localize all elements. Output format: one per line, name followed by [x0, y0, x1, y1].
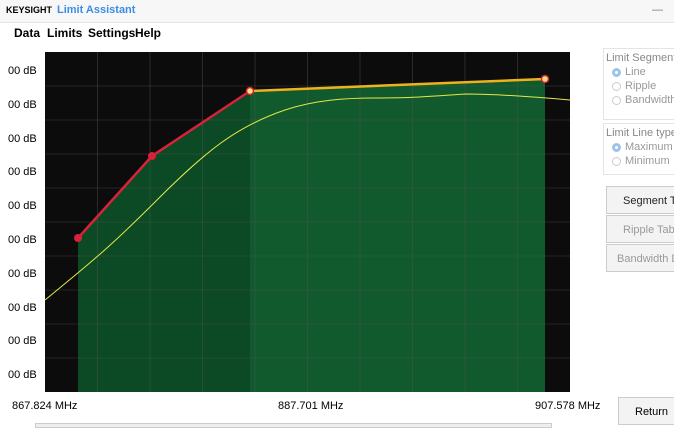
limit-point[interactable]	[245, 86, 255, 96]
menu-item[interactable]: Data	[14, 26, 41, 40]
radio-option[interactable]: Maximum	[612, 141, 673, 153]
return-button[interactable]: Return	[618, 397, 674, 425]
button[interactable]: Segment Ta	[606, 186, 674, 214]
radio-option[interactable]: Minimum	[612, 155, 670, 167]
limit-fill	[78, 91, 250, 392]
x-label: 887.701 MHz	[278, 400, 344, 412]
limit-point[interactable]	[540, 74, 550, 84]
limit-point[interactable]	[74, 234, 82, 242]
button[interactable]: Ripple Tabl	[606, 215, 674, 243]
menu-item[interactable]: Settings	[88, 26, 136, 40]
radio-option[interactable]: Line	[612, 66, 646, 78]
app-title: Limit Assistant	[57, 4, 136, 16]
group-box	[603, 48, 674, 120]
option-label: Ripple	[625, 80, 657, 92]
radio-option[interactable]: Bandwidth	[612, 94, 674, 106]
radio-option[interactable]: Ripple	[612, 80, 656, 92]
y-label: 00 dB	[8, 200, 37, 213]
x-label: 867.824 MHz	[12, 400, 78, 412]
option-label: Maximum	[625, 141, 673, 153]
y-label: 00 dB	[8, 132, 37, 145]
minimize-button[interactable]: —	[652, 4, 663, 16]
limit-point[interactable]	[148, 152, 156, 160]
y-label: 00 dB	[8, 98, 37, 111]
group-label: Limit Segment	[606, 52, 674, 64]
brand: KEYSIGHT	[6, 5, 53, 15]
title-bar	[0, 0, 674, 23]
option-label: Minimum	[625, 155, 670, 167]
grid	[45, 52, 570, 392]
y-label: 00 dB	[8, 335, 37, 348]
limit-fill	[250, 79, 545, 392]
scrollbar[interactable]	[35, 423, 552, 428]
y-label: 00 dB	[8, 234, 37, 246]
y-label: 00 dB	[8, 267, 37, 280]
y-label: 00 dB	[8, 65, 37, 77]
y-label: 00 dB	[8, 301, 37, 314]
y-label: 00 dB	[8, 369, 37, 382]
limit-segment	[249, 77, 546, 93]
trace	[45, 93, 570, 301]
menu-item[interactable]: Limits	[47, 26, 83, 40]
menu-item[interactable]: Help	[135, 26, 162, 40]
group-box	[603, 123, 674, 175]
button[interactable]: Bandwidth D	[606, 244, 674, 272]
y-label: 00 dB	[8, 166, 37, 179]
group-label: Limit Line type	[606, 127, 674, 139]
option-label: Line	[625, 66, 646, 78]
x-label: 907.578 MHz	[535, 400, 601, 412]
option-label: Bandwidth	[625, 94, 674, 106]
plot	[45, 52, 570, 392]
